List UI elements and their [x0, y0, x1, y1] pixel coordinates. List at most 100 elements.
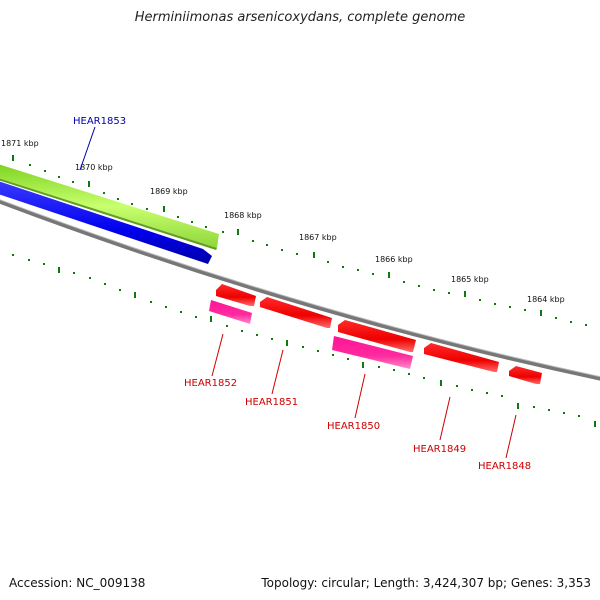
gene-arrow[interactable]: [338, 320, 416, 352]
cds-bar[interactable]: [209, 300, 252, 324]
scale-label: 1870 kbp: [75, 163, 113, 172]
major-tick: [88, 181, 90, 187]
minor-tick: [456, 385, 458, 387]
leader-line: [211, 333, 224, 377]
scale-label: 1865 kbp: [451, 275, 489, 284]
leader-lines: [79, 126, 517, 459]
gene-HEAR1848-feature[interactable]: [509, 366, 542, 384]
minor-tick: [195, 316, 197, 318]
minor-tick: [408, 373, 410, 375]
minor-tick: [241, 330, 243, 332]
cds-bar[interactable]: [332, 336, 413, 369]
minor-tick: [393, 369, 395, 371]
gene-HEAR1853-feature[interactable]: [0, 181, 212, 264]
minor-tick: [479, 299, 481, 301]
minor-tick: [378, 366, 380, 368]
major-tick: [388, 272, 390, 278]
minor-tick: [191, 221, 193, 223]
cds-bar-shadow: [0, 178, 217, 250]
gene-HEAR1853-cds-feature[interactable]: [0, 164, 219, 250]
gene-label-HEAR1853[interactable]: HEAR1853: [73, 116, 126, 127]
minor-tick: [332, 354, 334, 356]
minor-tick: [28, 259, 30, 261]
minor-tick: [403, 281, 405, 283]
major-tick: [286, 340, 288, 346]
gene-label-HEAR1852[interactable]: HEAR1852: [184, 378, 237, 389]
minor-tick: [146, 208, 148, 210]
major-tick: [58, 267, 60, 273]
minor-tick: [372, 273, 374, 275]
major-tick: [464, 291, 466, 297]
minor-tick: [327, 261, 329, 263]
major-tick: [540, 310, 542, 316]
minor-tick: [222, 231, 224, 233]
minor-tick: [73, 272, 75, 274]
minor-tick: [131, 203, 133, 205]
minor-tick: [180, 311, 182, 313]
major-tick: [237, 229, 239, 235]
minor-tick: [165, 306, 167, 308]
minor-tick: [342, 266, 344, 268]
leader-line: [271, 349, 284, 395]
minor-tick: [433, 289, 435, 291]
gene-HEAR1850-feature[interactable]: [338, 320, 416, 352]
minor-tick: [317, 350, 319, 352]
minor-tick: [347, 358, 349, 360]
minor-tick: [448, 292, 450, 294]
gene-arrow[interactable]: [424, 343, 499, 372]
gene-label-HEAR1849[interactable]: HEAR1849: [413, 444, 466, 455]
outer-tick-track: [12, 155, 587, 326]
minor-tick: [570, 321, 572, 323]
scale-label: 1869 kbp: [150, 187, 188, 196]
leader-line: [354, 373, 366, 419]
minor-tick: [533, 406, 535, 408]
cds-bar[interactable]: [0, 164, 219, 248]
minor-tick: [89, 277, 91, 279]
major-tick: [517, 403, 519, 409]
minor-tick: [548, 409, 550, 411]
minor-tick: [578, 415, 580, 417]
gene-arrow[interactable]: [509, 366, 542, 384]
minor-tick: [555, 317, 557, 319]
scale-label: 1868 kbp: [224, 211, 262, 220]
minor-tick: [103, 192, 105, 194]
major-tick: [134, 292, 136, 298]
minor-tick: [205, 226, 207, 228]
scale-label: 1864 kbp: [527, 295, 565, 304]
minor-tick: [29, 164, 31, 166]
leader-line: [505, 414, 517, 459]
minor-tick: [494, 303, 496, 305]
gene-HEAR1850-cds-feature[interactable]: [332, 336, 413, 369]
scale-label: 1871 kbp: [1, 139, 39, 148]
gene-HEAR1851-feature[interactable]: [260, 297, 332, 328]
gene-arrow[interactable]: [260, 297, 332, 328]
scale-label: 1866 kbp: [375, 255, 413, 264]
minor-tick: [104, 283, 106, 285]
scale-labels: 1871 kbp 1870 kbp 1869 kbp 1868 kbp 1867…: [1, 139, 565, 304]
minor-tick: [72, 181, 74, 183]
minor-tick: [150, 301, 152, 303]
minor-tick: [252, 240, 254, 242]
gene-HEAR1852-feature[interactable]: [216, 284, 256, 306]
minor-tick: [302, 346, 304, 348]
minor-tick: [501, 395, 503, 397]
gene-label-HEAR1851[interactable]: HEAR1851: [245, 397, 298, 408]
minor-tick: [423, 377, 425, 379]
gene-label-HEAR1850[interactable]: HEAR1850: [327, 421, 380, 432]
minor-tick: [117, 198, 119, 200]
minor-tick: [256, 334, 258, 336]
gene-label-HEAR1848[interactable]: HEAR1848: [478, 461, 531, 472]
gene-HEAR1849-feature[interactable]: [424, 343, 499, 372]
leader-line: [439, 396, 451, 441]
minor-tick: [44, 170, 46, 172]
major-tick: [440, 380, 442, 386]
gene-HEAR1852-cds-feature[interactable]: [209, 300, 252, 324]
minor-tick: [226, 325, 228, 327]
gene-arrow[interactable]: [216, 284, 256, 306]
minor-tick: [509, 306, 511, 308]
accession-text: Accession: NC_009138: [9, 576, 146, 590]
major-tick: [12, 155, 14, 161]
gene-arrow[interactable]: [0, 181, 212, 264]
major-tick: [594, 421, 596, 427]
minor-tick: [418, 285, 420, 287]
